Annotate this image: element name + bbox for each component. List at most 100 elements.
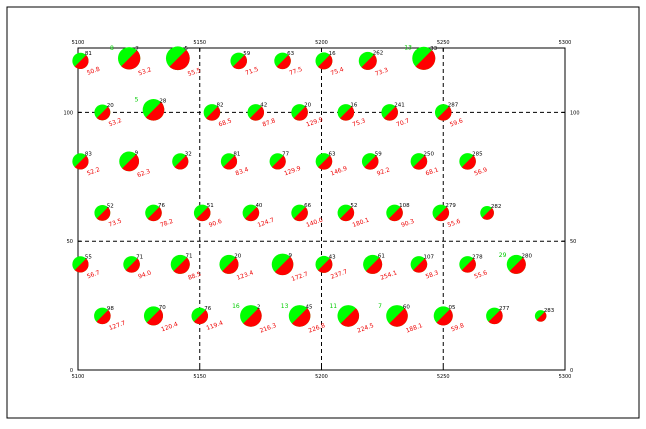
data-point: 82 68.5: [203, 103, 233, 129]
data-point: 107 58.3: [410, 255, 440, 281]
point-id-label: 20: [234, 254, 241, 260]
red-segment: [125, 258, 140, 273]
point-id-label: 108: [399, 203, 410, 209]
x-tick-bottom-label: 5100: [72, 374, 85, 380]
red-value-label: 90.6: [208, 218, 223, 229]
point-id-label: 20: [107, 103, 114, 109]
point-id-label: 5: [184, 46, 188, 52]
point-id-label: 16: [329, 51, 336, 57]
data-point: 51 90.6: [193, 203, 223, 229]
point-id-label: 61: [378, 254, 385, 260]
red-segment: [145, 102, 165, 121]
data-point: 42 87.8: [247, 103, 277, 129]
red-value-label: 90.3: [400, 218, 415, 229]
red-segment: [122, 154, 140, 172]
red-value-label: 224.5: [356, 322, 375, 335]
point-id-label: 9: [288, 253, 292, 259]
data-point: 52 180.1: [337, 203, 370, 229]
red-segment: [96, 207, 111, 221]
point-id-label: 40: [255, 203, 262, 209]
red-segment: [276, 55, 291, 70]
red-value-label: 172.7: [291, 271, 310, 284]
point-id-label: 278: [472, 255, 483, 261]
red-value-label: 58.3: [425, 269, 440, 280]
red-segment: [461, 258, 476, 273]
red-segment: [293, 106, 308, 121]
red-segment: [339, 207, 355, 222]
red-segment: [388, 207, 403, 222]
point-id-label: 63: [287, 51, 294, 57]
data-point: 45 13 226.8: [281, 303, 327, 335]
red-value-label: 188.1: [405, 322, 424, 335]
data-point: 262 73.3: [358, 51, 389, 78]
x-tick-top-label: 5300: [559, 40, 572, 46]
data-point: 76 78.2: [145, 203, 174, 229]
data-point: 283: [534, 308, 555, 322]
point-id-label: 66: [304, 203, 311, 209]
point-id-label: 32: [185, 152, 192, 158]
red-segment: [206, 106, 221, 121]
data-point: 63 146.9: [315, 152, 349, 178]
green-value-label: 5: [135, 97, 139, 104]
red-value-label: 146.9: [330, 165, 349, 178]
data-marks: 8150.87853.2555.55971.56377.51675.426273…: [72, 45, 555, 335]
red-segment: [193, 310, 209, 325]
data-point: 11 224.5: [329, 303, 375, 335]
red-segment: [413, 155, 428, 170]
red-segment: [364, 155, 379, 170]
red-segment: [96, 310, 111, 325]
red-value-label: 88.5: [187, 271, 202, 282]
x-tick-bottom-label: 5200: [315, 374, 328, 380]
point-id-label: 70: [159, 305, 166, 311]
point-id-label: 42: [260, 103, 267, 109]
red-segment: [74, 258, 89, 273]
point-id-label: 60: [403, 304, 410, 310]
x-tick-top-label: 5100: [72, 40, 85, 46]
data-point: 16 75.4: [315, 51, 345, 77]
y-tick-right-label: 0: [570, 368, 573, 374]
x-tick-top-label: 5250: [437, 40, 450, 46]
point-id-label: 277: [499, 306, 510, 312]
red-value-label: 73.5: [108, 217, 123, 228]
point-id-label: 05: [448, 305, 455, 311]
data-point: 241 70.7: [381, 103, 411, 129]
green-value-label: 8: [110, 45, 114, 52]
red-segment: [196, 207, 211, 222]
red-segment: [147, 207, 162, 222]
data-point: 285 56.9: [459, 152, 488, 178]
data-point: 81 83.4: [220, 152, 250, 177]
point-id-label: 282: [491, 204, 502, 210]
point-id-label: 76: [158, 203, 165, 209]
red-segment: [434, 207, 450, 222]
data-point: 287 59.6: [434, 103, 464, 129]
point-id-label: 285: [472, 152, 483, 158]
green-value-label: 16: [232, 303, 240, 310]
point-id-label: 33: [430, 46, 437, 52]
green-value-label: 11: [329, 303, 337, 310]
red-value-label: 254.1: [380, 269, 399, 282]
red-value-label: 75.3: [352, 117, 367, 128]
red-value-label: 94.0: [137, 269, 152, 280]
red-segment: [249, 106, 265, 121]
point-id-label: 7: [135, 46, 139, 52]
point-id-label: 287: [448, 103, 459, 109]
data-point: 555.5: [165, 46, 202, 78]
data-point: 33 13: [404, 45, 438, 70]
point-id-label: 82: [216, 103, 223, 109]
data-point: 98 127.7: [94, 306, 127, 332]
data-point: 52 73.5: [94, 203, 123, 229]
data-point: 20 123.4: [219, 254, 255, 282]
red-segment: [437, 106, 452, 121]
x-tick-bottom-label: 5250: [437, 374, 450, 380]
data-point: 282: [480, 204, 501, 220]
x-tick-top-label: 5150: [193, 40, 206, 46]
red-value-label: 56.9: [473, 166, 488, 177]
y-tick-left-label: 50: [67, 239, 73, 245]
data-point: 63 77.5: [274, 51, 303, 77]
point-id-label: 20: [304, 103, 311, 109]
red-segment: [365, 257, 383, 274]
data-point: 2 16 216.3: [232, 303, 278, 335]
red-value-label: 77.5: [288, 66, 303, 77]
data-point: 250 68.1: [410, 152, 440, 178]
point-id-label: 81: [233, 152, 240, 158]
